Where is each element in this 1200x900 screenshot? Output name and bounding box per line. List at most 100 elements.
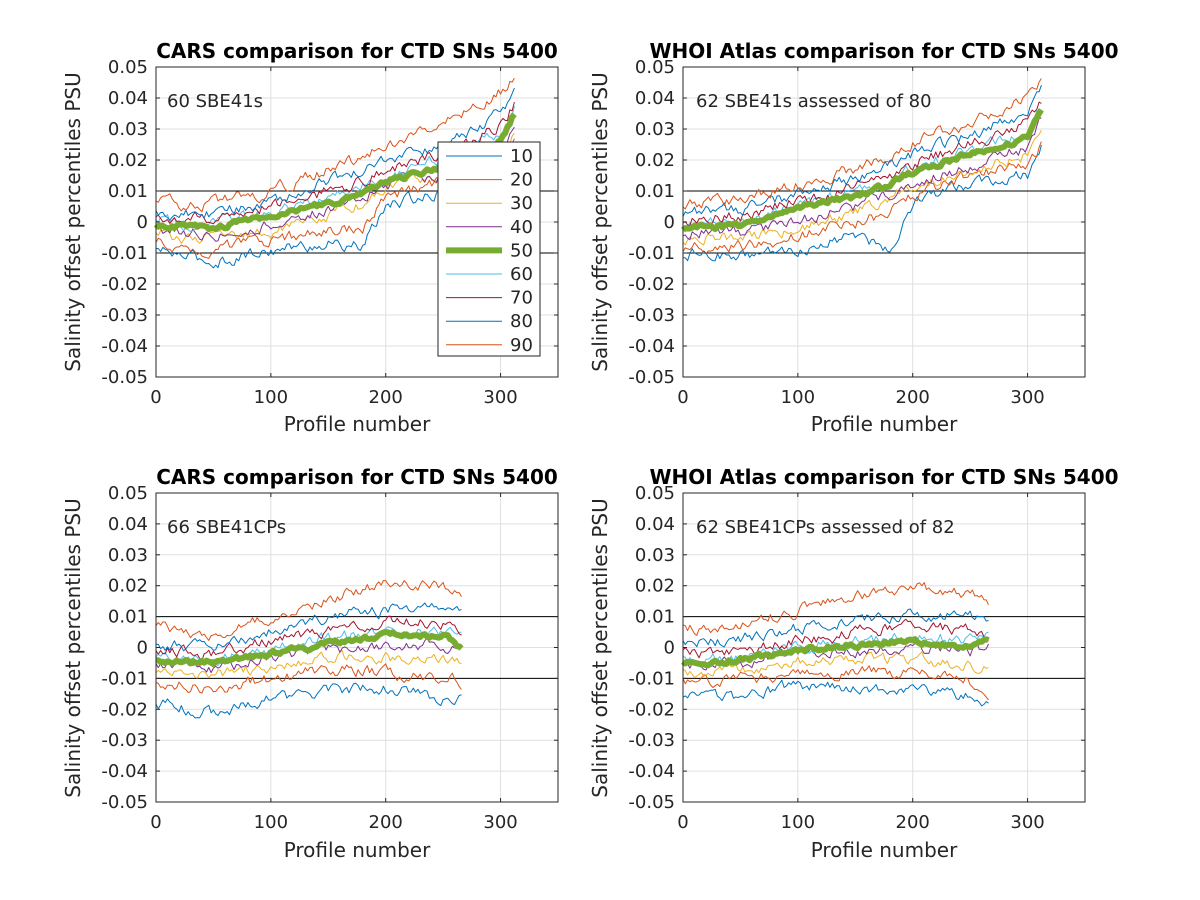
panel-4-annotation: 62 SBE41CPs assessed of 82	[696, 517, 955, 538]
x-tick-label: 200	[369, 387, 403, 408]
y-tick-label: -0.04	[101, 336, 148, 357]
panel-1-ticks: -0.05 -0.04 -0.03 -0.02 -0.01 0 0.01 0.02 0.03 0.…	[101, 57, 558, 408]
y-tick-label: 0.03	[635, 545, 675, 566]
y-tick-label: -0.03	[628, 305, 675, 326]
y-tick-label: -0.03	[101, 730, 148, 751]
y-tick-label: 0.02	[635, 576, 675, 597]
x-tick-label: 200	[896, 387, 930, 408]
series-line-30	[682, 129, 1042, 246]
legend-label-30: 30	[510, 193, 533, 214]
y-tick-label: 0	[137, 212, 148, 233]
y-tick-label: 0.04	[635, 514, 675, 535]
y-tick-label: 0.01	[108, 607, 148, 628]
y-tick-label: 0.05	[635, 483, 675, 504]
y-tick-label: 0.01	[635, 607, 675, 628]
y-tick-label: -0.04	[628, 336, 675, 357]
series-line-80	[682, 608, 989, 648]
legend-label-90: 90	[510, 335, 533, 356]
y-tick-label: 0.02	[635, 150, 675, 171]
panel-1-annotation: 60 SBE41s	[167, 91, 263, 112]
x-tick-label: 100	[781, 812, 815, 833]
y-tick-label: -0.04	[628, 761, 675, 782]
x-tick-label: 300	[483, 812, 517, 833]
panel-3-ticks: -0.05 -0.04 -0.03 -0.02 -0.01 0 0.01 0.02 0.03 0.…	[101, 483, 558, 833]
y-tick-label: 0.04	[635, 88, 675, 109]
y-tick-label: -0.05	[101, 367, 148, 388]
y-tick-label: -0.05	[628, 367, 675, 388]
series-line-50	[681, 108, 1044, 233]
y-tick-label: -0.02	[628, 274, 675, 295]
x-tick-label: 200	[369, 812, 403, 833]
series-line-90	[155, 77, 515, 213]
y-tick-label: -0.01	[628, 243, 675, 264]
x-tick-label: 0	[677, 387, 688, 408]
y-tick-label: 0.05	[635, 57, 675, 78]
panel-1-ylabel: Salinity offset percentiles PSU	[61, 72, 85, 371]
y-tick-label: -0.04	[101, 761, 148, 782]
panel-2-title: WHOI Atlas comparison for CTD SNs 5400	[649, 39, 1118, 63]
y-tick-label: -0.02	[101, 274, 148, 295]
y-tick-label: 0.02	[108, 576, 148, 597]
panel-3-ylabel: Salinity offset percentiles PSU	[61, 498, 85, 797]
panel-2-xlabel: Profile number	[811, 412, 958, 436]
y-tick-label: 0.05	[108, 57, 148, 78]
panel-3-series	[155, 580, 464, 719]
panel-1: -0.05 -0.04 -0.03 -0.02 -0.01 0 0.01 0.02 0.03 0.…	[61, 39, 559, 436]
series-line-80	[155, 87, 515, 221]
series-line-30	[155, 649, 462, 679]
series-line-10	[682, 679, 989, 707]
series-line-90	[682, 582, 989, 636]
series-line-20	[682, 141, 1042, 255]
panel-2-ticks: -0.05 -0.04 -0.03 -0.02 -0.01 0 0.01 0.02 0.03 0.…	[628, 57, 1085, 408]
y-tick-label: -0.05	[101, 792, 148, 813]
x-tick-label: 100	[254, 387, 288, 408]
y-tick-label: 0	[664, 212, 675, 233]
panel-2-ylabel: Salinity offset percentiles PSU	[588, 72, 612, 371]
y-tick-label: 0	[137, 638, 148, 659]
panel-2-series	[681, 78, 1044, 262]
panel-4-ylabel: Salinity offset percentiles PSU	[588, 498, 612, 797]
legend-label-40: 40	[510, 217, 533, 238]
panel-3-title: CARS comparison for CTD SNs 5400	[156, 465, 558, 489]
y-tick-label: -0.01	[628, 668, 675, 689]
x-tick-label: 100	[254, 812, 288, 833]
y-tick-label: 0.03	[108, 119, 148, 140]
panel-3: -0.05 -0.04 -0.03 -0.02 -0.01 0 0.01 0.02 0.03 0.…	[61, 465, 559, 862]
y-tick-label: 0.01	[108, 181, 148, 202]
series-line-40	[682, 117, 1042, 241]
series-line-20	[682, 665, 989, 701]
x-tick-label: 200	[896, 812, 930, 833]
x-tick-label: 300	[1010, 387, 1044, 408]
x-tick-label: 100	[781, 387, 815, 408]
y-tick-label: 0.02	[108, 150, 148, 171]
panel-1-xlabel: Profile number	[284, 412, 431, 436]
x-tick-label: 300	[1010, 812, 1044, 833]
series-line-10	[155, 682, 462, 719]
y-tick-label: 0	[664, 638, 675, 659]
series-line-70	[682, 618, 989, 659]
series-line-70	[155, 615, 462, 662]
panel-2: -0.05 -0.04 -0.03 -0.02 -0.01 0 0.01 0.02 0.03 0.…	[588, 39, 1119, 436]
y-tick-label: -0.05	[628, 792, 675, 813]
y-tick-label: 0.03	[635, 119, 675, 140]
panel-4-series	[681, 582, 990, 707]
series-line-50	[681, 636, 990, 669]
x-tick-label: 0	[150, 387, 161, 408]
series-line-20	[155, 663, 462, 694]
series-line-30	[682, 651, 989, 679]
panel-3-ref-lines	[156, 616, 558, 679]
panel-4: -0.05 -0.04 -0.03 -0.02 -0.01 0 0.01 0.02 0.03 0.…	[588, 465, 1119, 862]
y-tick-label: -0.01	[101, 668, 148, 689]
legend-label-50: 50	[510, 240, 533, 261]
panel-3-annotation: 66 SBE41CPs	[167, 517, 286, 538]
x-tick-label: 300	[483, 387, 517, 408]
legend-label-60: 60	[510, 264, 533, 285]
panel-3-xlabel: Profile number	[284, 838, 431, 862]
panel-4-xlabel: Profile number	[811, 838, 958, 862]
y-tick-label: 0.04	[108, 514, 148, 535]
series-line-80	[156, 602, 462, 652]
panel-2-annotation: 62 SBE41s assessed of 80	[696, 91, 932, 112]
